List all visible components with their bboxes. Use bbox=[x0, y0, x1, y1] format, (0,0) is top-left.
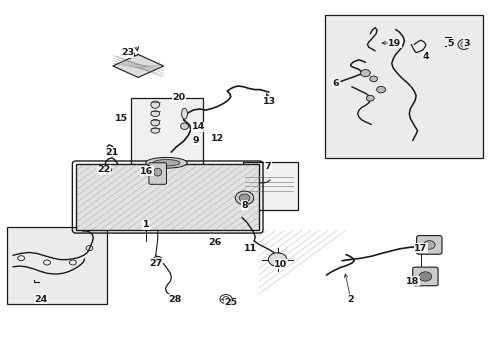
Text: 10: 10 bbox=[273, 260, 286, 269]
Ellipse shape bbox=[423, 240, 434, 249]
FancyBboxPatch shape bbox=[416, 235, 441, 254]
Ellipse shape bbox=[154, 168, 161, 176]
Text: 8: 8 bbox=[241, 201, 247, 210]
Ellipse shape bbox=[366, 95, 373, 101]
Ellipse shape bbox=[239, 194, 249, 202]
Bar bbox=[76, 164, 259, 230]
Text: 12: 12 bbox=[211, 134, 224, 143]
Text: 13: 13 bbox=[263, 96, 276, 105]
Ellipse shape bbox=[369, 76, 377, 82]
Ellipse shape bbox=[156, 258, 159, 261]
Ellipse shape bbox=[360, 69, 369, 77]
Ellipse shape bbox=[151, 120, 159, 126]
FancyBboxPatch shape bbox=[242, 162, 298, 211]
Text: 21: 21 bbox=[105, 148, 118, 157]
Ellipse shape bbox=[222, 297, 229, 302]
Polygon shape bbox=[113, 54, 163, 77]
Text: 1: 1 bbox=[142, 220, 149, 229]
Ellipse shape bbox=[235, 191, 253, 205]
Ellipse shape bbox=[460, 42, 466, 47]
FancyBboxPatch shape bbox=[131, 98, 203, 167]
Text: 4: 4 bbox=[422, 52, 428, 61]
Text: 25: 25 bbox=[224, 298, 237, 307]
Text: 28: 28 bbox=[168, 294, 182, 303]
FancyBboxPatch shape bbox=[6, 226, 107, 304]
FancyBboxPatch shape bbox=[149, 163, 166, 184]
Text: 7: 7 bbox=[264, 162, 271, 171]
Text: 26: 26 bbox=[208, 238, 222, 247]
Text: 27: 27 bbox=[149, 259, 162, 268]
Text: 17: 17 bbox=[413, 244, 427, 253]
Text: 5: 5 bbox=[446, 39, 452, 48]
Ellipse shape bbox=[145, 157, 187, 168]
Text: 24: 24 bbox=[34, 294, 47, 303]
Ellipse shape bbox=[153, 159, 180, 166]
Text: 11: 11 bbox=[243, 244, 257, 253]
Ellipse shape bbox=[151, 111, 159, 117]
Text: 20: 20 bbox=[172, 93, 185, 102]
Text: 16: 16 bbox=[140, 167, 153, 176]
Text: 23: 23 bbox=[121, 48, 134, 57]
Ellipse shape bbox=[151, 101, 159, 108]
Text: 6: 6 bbox=[332, 79, 339, 88]
Ellipse shape bbox=[180, 123, 188, 130]
Text: 2: 2 bbox=[347, 294, 353, 303]
Ellipse shape bbox=[418, 272, 431, 281]
FancyBboxPatch shape bbox=[325, 15, 483, 158]
Text: 9: 9 bbox=[192, 136, 199, 145]
Ellipse shape bbox=[151, 128, 159, 133]
Ellipse shape bbox=[181, 108, 187, 119]
Text: 14: 14 bbox=[191, 122, 204, 131]
Ellipse shape bbox=[268, 253, 286, 266]
Text: 22: 22 bbox=[97, 166, 110, 175]
FancyBboxPatch shape bbox=[412, 267, 437, 286]
Ellipse shape bbox=[376, 86, 385, 93]
Text: 15: 15 bbox=[115, 114, 128, 123]
Ellipse shape bbox=[153, 256, 162, 263]
Text: 3: 3 bbox=[462, 39, 468, 48]
Text: 18: 18 bbox=[405, 276, 419, 285]
Text: 19: 19 bbox=[387, 39, 401, 48]
